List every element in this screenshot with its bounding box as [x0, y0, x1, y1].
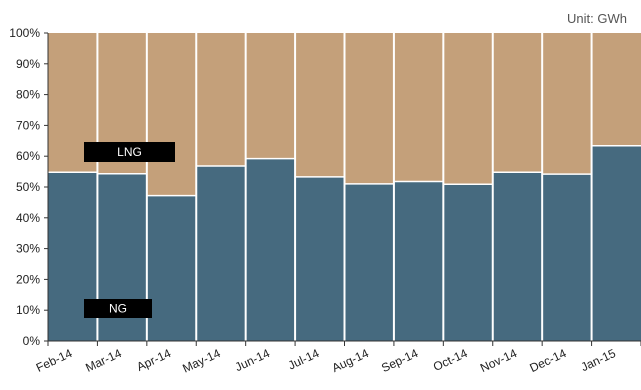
x-tick-label: Dec-14 — [527, 346, 568, 375]
bar-ng-dec-14 — [542, 174, 592, 341]
bar-lng-oct-14 — [443, 33, 493, 185]
series-label-lng: LNG — [117, 145, 142, 159]
x-tick-label: Nov-14 — [478, 346, 519, 375]
y-tick-label: 30% — [16, 242, 40, 256]
y-axis: 0% 10% 20% 30% 40% 50% 60% 70% 80% 90% 100% — [9, 26, 49, 348]
series-label-box-lng — [84, 142, 175, 162]
y-tick-label: 100% — [9, 26, 40, 40]
bar-ng-oct-14 — [443, 184, 493, 341]
bars-group — [48, 33, 641, 341]
bar-ng-sep-14 — [393, 181, 444, 341]
x-tick-label: Mar-14 — [83, 346, 124, 375]
y-tick-label: 70% — [16, 118, 40, 132]
bar-ng-may-14 — [196, 166, 246, 341]
bar-ng-apr-14 — [146, 195, 197, 341]
bar-ng-nov-14 — [492, 172, 543, 341]
x-tick-label: Aug-14 — [330, 346, 371, 375]
x-axis: Feb-14 Mar-14 Apr-14 May-14 Jun-14 Jul-14 Aug-… — [34, 340, 641, 376]
y-tick-label: 90% — [16, 57, 40, 71]
y-tick-label: 40% — [16, 211, 40, 225]
bar-lng-jun-14 — [245, 33, 296, 159]
x-tick-label: May-14 — [180, 346, 222, 376]
x-tick-label: Jan-15 — [579, 346, 618, 374]
bar-lng-dec-14 — [542, 33, 592, 175]
series-labels: LNG NG — [84, 142, 175, 318]
bar-lng-sep-14 — [393, 33, 444, 182]
bar-lng-apr-14 — [146, 33, 197, 196]
bar-lng-aug-14 — [344, 33, 394, 184]
y-tick-label: 20% — [16, 272, 40, 286]
bar-ng-jun-14 — [245, 158, 296, 341]
x-tick-label: Jul-14 — [286, 346, 322, 373]
bar-lng-jan-15 — [591, 33, 641, 146]
bar-lng-nov-14 — [492, 33, 543, 173]
x-tick-label: Sep-14 — [379, 346, 420, 375]
y-tick-label: 10% — [16, 303, 40, 317]
y-tick-label: 0% — [23, 334, 41, 348]
series-label-ng: NG — [109, 302, 127, 316]
bar-ng-jan-15 — [591, 145, 641, 341]
x-tick-label: Jun-14 — [233, 346, 272, 374]
bar-lng-jul-14 — [295, 33, 345, 177]
y-tick-label: 60% — [16, 149, 40, 163]
bar-ng-jul-14 — [295, 176, 345, 341]
y-tick-label: 80% — [16, 88, 40, 102]
series-label-box-ng — [84, 299, 152, 318]
bar-ng-aug-14 — [344, 183, 394, 341]
x-tick-label: Feb-14 — [34, 346, 75, 375]
x-tick-label: Apr-14 — [135, 346, 174, 374]
bar-lng-may-14 — [196, 33, 246, 167]
x-tick-label: Oct-14 — [431, 346, 470, 374]
y-tick-label: 50% — [16, 180, 40, 194]
unit-label: Unit: GWh — [567, 11, 627, 26]
